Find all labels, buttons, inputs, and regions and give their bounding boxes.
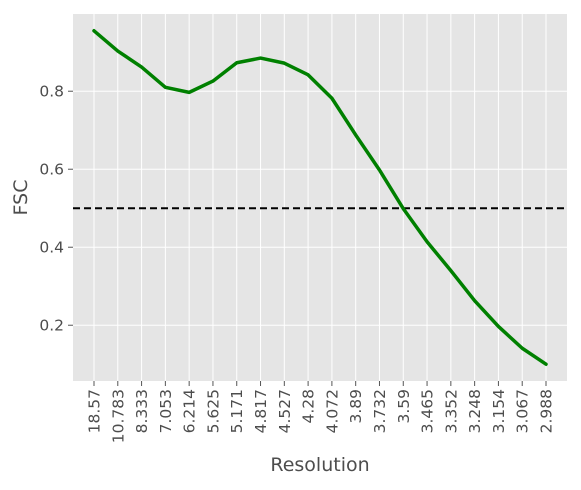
x-tick-label: 3.067 — [514, 389, 532, 433]
x-tick-label: 5.625 — [204, 389, 222, 433]
y-tick-label: 0.4 — [39, 239, 64, 257]
x-tick-label: 5.171 — [228, 389, 246, 433]
x-tick-label: 10.783 — [109, 389, 127, 443]
x-tick-label: 4.817 — [252, 389, 270, 433]
series-line — [92, 29, 548, 366]
x-tick-label: 4.28 — [300, 389, 318, 424]
x-tick-label: 8.333 — [133, 389, 151, 433]
x-tick-label: 3.154 — [490, 389, 508, 433]
y-tick-label: 0.6 — [39, 161, 64, 179]
x-axis-label: Resolution — [270, 454, 369, 476]
plot-area — [73, 14, 567, 381]
x-tick-label: 2.988 — [538, 389, 556, 433]
y-tick-label: 0.2 — [39, 317, 64, 335]
x-tick-label: 3.248 — [466, 389, 484, 433]
y-tick-label: 0.8 — [39, 83, 64, 101]
x-tick-label: 6.214 — [181, 389, 199, 433]
x-axis-ticks: 18.57 10.783 8.333 7.053 6.214 5.625 5.171 4.81… — [86, 381, 556, 443]
x-tick-label: 3.732 — [371, 389, 389, 433]
x-tick-label: 3.59 — [395, 389, 413, 424]
x-tick-label: 7.053 — [157, 389, 175, 433]
x-tick-label: 3.89 — [347, 389, 365, 424]
series-layer — [92, 29, 548, 366]
x-tick-label: 18.57 — [86, 389, 104, 433]
y-axis-label: FSC — [10, 180, 32, 216]
x-tick-label: 3.352 — [442, 389, 460, 433]
grid — [73, 14, 567, 381]
y-axis-ticks: 0.2 0.4 0.6 0.8 — [39, 83, 73, 335]
x-tick-label: 4.527 — [276, 389, 294, 433]
x-tick-label: 4.072 — [323, 389, 341, 433]
x-tick-label: 3.465 — [419, 389, 437, 433]
